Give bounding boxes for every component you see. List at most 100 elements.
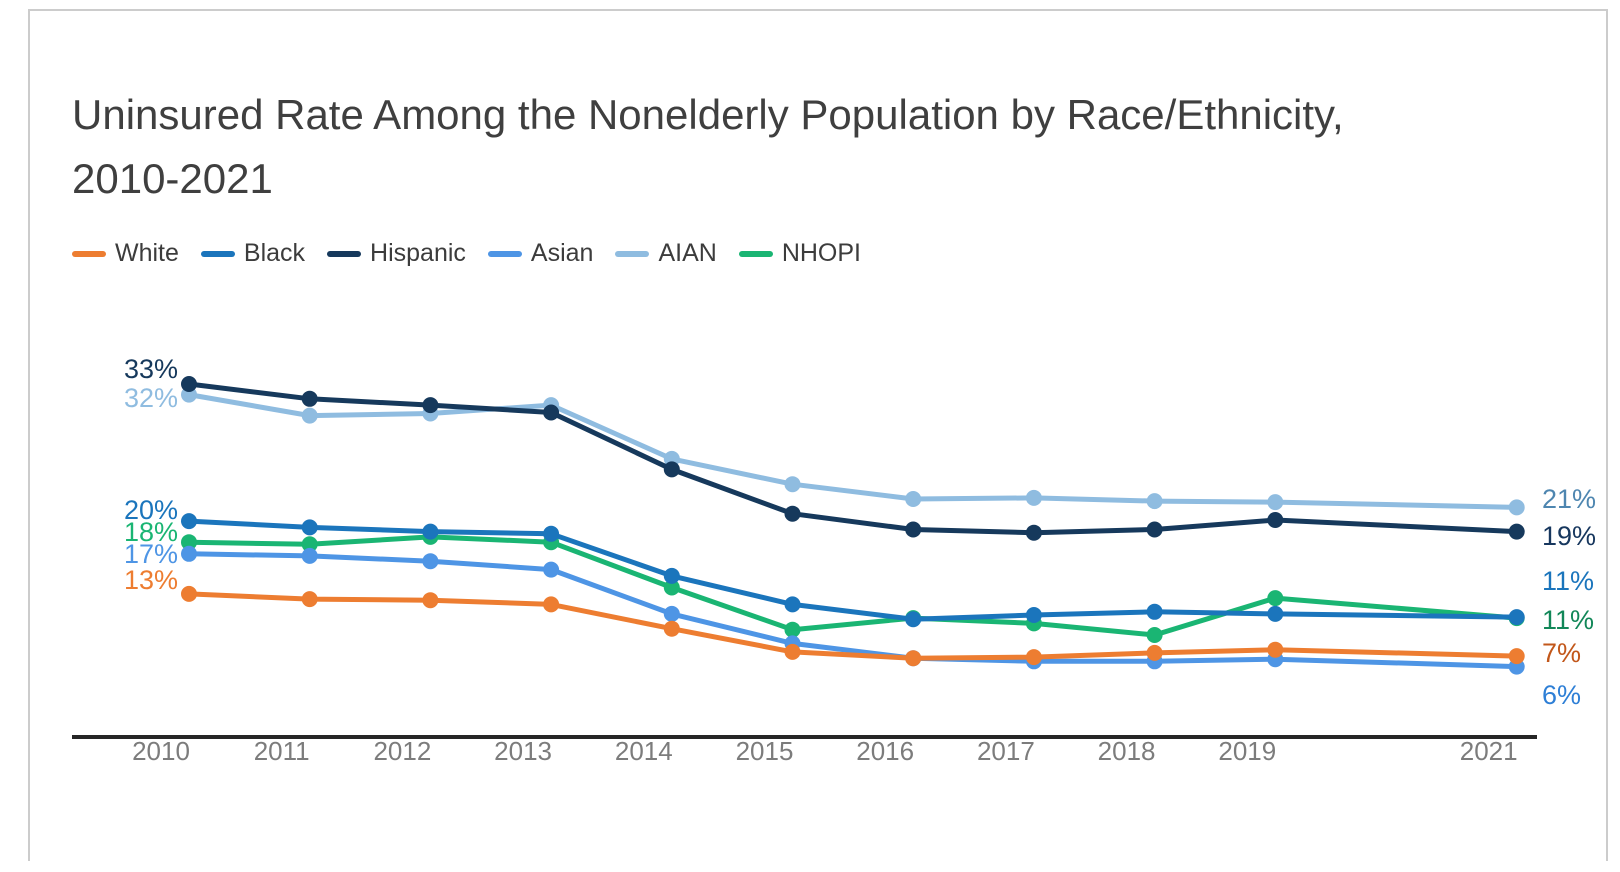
data-point-aian-2015[interactable] <box>784 476 801 493</box>
data-point-hispanic-2018[interactable] <box>1146 521 1163 538</box>
data-point-asian-2013[interactable] <box>543 561 560 578</box>
x-tick-2021: 2021 <box>1459 736 1518 766</box>
data-point-aian-2017[interactable] <box>1025 489 1042 506</box>
data-point-hispanic-2019[interactable] <box>1267 512 1284 528</box>
data-point-white-2021[interactable] <box>1508 648 1525 665</box>
data-point-asian-2011[interactable] <box>301 547 318 564</box>
aian-end-value-label: 21% <box>1542 484 1597 514</box>
x-tick-2012: 2012 <box>373 736 432 766</box>
x-tick-2016: 2016 <box>856 736 915 766</box>
data-point-hispanic-2017[interactable] <box>1025 524 1042 541</box>
x-tick-2017: 2017 <box>976 736 1035 766</box>
data-point-asian-2012[interactable] <box>422 553 439 570</box>
aian-start-value-label: 32% <box>123 383 178 413</box>
x-tick-2015: 2015 <box>735 736 794 766</box>
legend-label: White <box>115 239 179 267</box>
data-point-black-2016[interactable] <box>905 611 922 628</box>
x-tick-2018: 2018 <box>1097 736 1156 766</box>
data-point-hispanic-2010[interactable] <box>181 376 197 392</box>
x-tick-2013: 2013 <box>494 736 553 766</box>
x-tick-2019: 2019 <box>1218 736 1277 766</box>
legend-label: Black <box>243 239 306 267</box>
legend: White Black Hispanic Asian AIAN NHOPI <box>72 239 861 268</box>
black-start-value-label: 20% <box>123 495 178 525</box>
data-point-black-2021[interactable] <box>1508 609 1525 626</box>
data-point-black-2018[interactable] <box>1146 603 1163 620</box>
data-point-hispanic-2014[interactable] <box>663 461 680 478</box>
data-point-nhopi-2019[interactable] <box>1267 590 1284 607</box>
data-point-nhopi-2010[interactable] <box>181 534 197 551</box>
legend-item-aian[interactable]: AIAN <box>615 239 717 268</box>
data-point-black-2015[interactable] <box>784 596 801 613</box>
data-point-black-2010[interactable] <box>181 513 197 530</box>
data-point-aian-2016[interactable] <box>905 491 922 507</box>
legend-label: Hispanic <box>370 239 466 267</box>
series-line-hispanic <box>186 381 1520 536</box>
data-point-aian-2011[interactable] <box>301 407 318 424</box>
nhopi-start-value-label: 18% <box>123 517 178 547</box>
chart-title-line1: Uninsured Rate Among the Nonelderly Popu… <box>72 91 1344 138</box>
series-line-aian <box>186 392 1520 510</box>
data-point-aian-2021[interactable] <box>1508 499 1525 516</box>
legend-item-black[interactable]: Black <box>200 239 306 268</box>
data-point-black-2019[interactable] <box>1267 605 1284 622</box>
data-point-nhopi-2014[interactable] <box>663 579 680 596</box>
legend-swatch-asian <box>487 250 522 257</box>
legend-swatch-hispanic <box>327 250 362 257</box>
data-point-black-2012[interactable] <box>422 523 439 540</box>
data-point-white-2011[interactable] <box>301 591 318 608</box>
data-point-black-2014[interactable] <box>663 567 680 584</box>
asian-end-value-label: 6% <box>1542 680 1582 710</box>
chart-title-line2: 2010-2021 <box>72 155 273 202</box>
data-point-nhopi-2018[interactable] <box>1146 627 1163 643</box>
data-point-black-2017[interactable] <box>1025 607 1042 623</box>
data-point-hispanic-2011[interactable] <box>301 390 318 407</box>
legend-label: Asian <box>530 239 594 267</box>
asian-start-value-label: 17% <box>123 539 178 569</box>
line-chart-plot <box>72 376 1537 739</box>
data-point-asian-2014[interactable] <box>663 605 680 622</box>
nhopi-end-value-label: 11% <box>1542 605 1595 635</box>
legend-item-white[interactable]: White <box>72 239 179 268</box>
data-point-hispanic-2013[interactable] <box>543 404 560 421</box>
data-point-hispanic-2021[interactable] <box>1508 523 1525 540</box>
data-point-white-2015[interactable] <box>784 643 801 660</box>
x-tick-2014: 2014 <box>614 736 673 766</box>
data-point-white-2018[interactable] <box>1146 644 1163 661</box>
legend-swatch-aian <box>615 250 650 257</box>
data-point-nhopi-2015[interactable] <box>784 621 801 638</box>
white-end-value-label: 7% <box>1542 638 1582 668</box>
chart-title: Uninsured Rate Among the Nonelderly Popu… <box>72 83 1552 211</box>
legend-item-asian[interactable]: Asian <box>487 239 594 268</box>
legend-label: NHOPI <box>781 239 862 267</box>
legend-item-nhopi[interactable]: NHOPI <box>738 239 862 268</box>
data-point-hispanic-2015[interactable] <box>784 505 801 522</box>
series-line-black <box>186 518 1520 622</box>
legend-label: AIAN <box>658 239 717 267</box>
x-tick-2011: 2011 <box>253 736 310 766</box>
hispanic-start-value-label: 33% <box>123 354 178 384</box>
data-point-hispanic-2012[interactable] <box>422 397 439 414</box>
data-point-white-2014[interactable] <box>663 620 680 637</box>
data-point-hispanic-2016[interactable] <box>905 521 922 538</box>
data-point-white-2016[interactable] <box>905 650 922 667</box>
data-point-white-2012[interactable] <box>422 592 439 609</box>
black-end-value-label: 11% <box>1542 566 1595 596</box>
x-tick-2010: 2010 <box>132 736 190 766</box>
data-point-aian-2019[interactable] <box>1267 494 1284 511</box>
data-point-nhopi-2011[interactable] <box>301 536 318 553</box>
legend-item-hispanic[interactable]: Hispanic <box>327 239 466 268</box>
data-point-asian-2010[interactable] <box>181 545 197 562</box>
legend-swatch-black <box>200 250 235 257</box>
data-point-white-2010[interactable] <box>181 585 197 602</box>
series-line-nhopi <box>186 534 1520 638</box>
data-point-black-2013[interactable] <box>543 525 560 542</box>
data-point-white-2017[interactable] <box>1025 649 1042 666</box>
data-point-white-2019[interactable] <box>1267 641 1284 658</box>
data-point-black-2011[interactable] <box>301 519 318 536</box>
data-point-aian-2018[interactable] <box>1146 493 1163 510</box>
white-start-value-label: 13% <box>123 565 178 595</box>
data-point-white-2013[interactable] <box>543 596 560 613</box>
legend-swatch-white <box>72 250 106 257</box>
